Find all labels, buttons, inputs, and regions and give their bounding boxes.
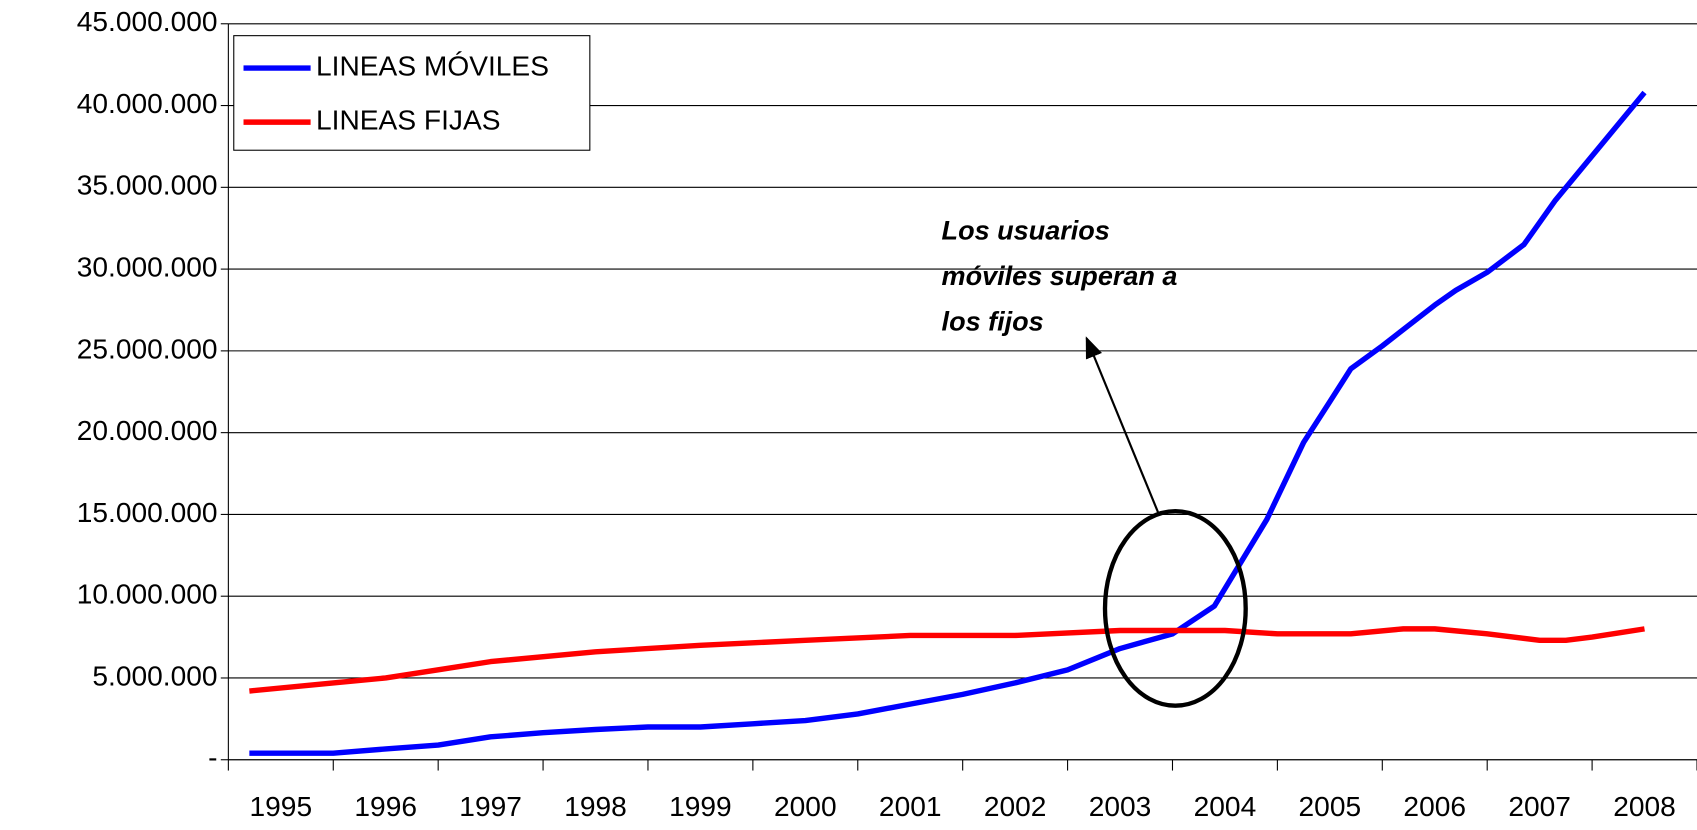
y-tick-label: 30.000.000: [77, 252, 218, 283]
x-tick-label: 1999: [669, 791, 732, 822]
x-tick-label: 2002: [984, 791, 1047, 822]
legend-label: LINEAS MÓVILES: [316, 51, 549, 82]
grid: [228, 23, 1697, 761]
annotation-text: los fijos: [942, 306, 1044, 336]
y-tick-label: 10.000.000: [77, 579, 218, 610]
series-line: [249, 90, 1647, 756]
y-tick-label: 5.000.000: [92, 660, 217, 691]
annotation-text: Los usuarios: [942, 216, 1110, 246]
x-tick-label: 2000: [774, 791, 837, 822]
y-tick-label: 20.000.000: [77, 415, 218, 446]
lines: [249, 90, 1647, 756]
annotation-arrow: [1085, 336, 1160, 513]
axes: - 5.000.000 10.000.000 15.000.000 20.000.000…: [77, 6, 1697, 822]
highlight-ellipse: [1102, 509, 1248, 708]
y-tick-label: -: [208, 742, 217, 773]
x-tick-label: 2005: [1299, 791, 1362, 822]
x-tick-label: 2007: [1508, 791, 1571, 822]
x-tick-label: 2004: [1194, 791, 1257, 822]
x-tick-label: 1995: [250, 791, 313, 822]
legend-box: [233, 35, 591, 151]
x-tick-label: 1998: [564, 791, 627, 822]
x-tick-label: 2006: [1403, 791, 1466, 822]
y-tick-label: 45.000.000: [77, 6, 218, 37]
annotation-text: móviles superan a: [942, 261, 1178, 291]
annotation: Los usuarios móviles superan a los fijos: [942, 216, 1178, 337]
y-tick-label: 35.000.000: [77, 170, 218, 201]
x-tick-label: 2008: [1613, 791, 1676, 822]
y-tick-label: 40.000.000: [77, 88, 218, 119]
x-tick-label: 2001: [879, 791, 942, 822]
series-line: [249, 626, 1645, 694]
x-tick-label: 1997: [459, 791, 522, 822]
legend: LINEAS MÓVILES LINEAS FIJAS: [233, 35, 591, 151]
x-tick-label: 1996: [354, 791, 417, 822]
y-tick-label: 25.000.000: [77, 333, 218, 364]
legend-label: LINEAS FIJAS: [316, 105, 500, 136]
y-tick-label: 15.000.000: [77, 497, 218, 528]
x-tick-label: 2003: [1089, 791, 1152, 822]
